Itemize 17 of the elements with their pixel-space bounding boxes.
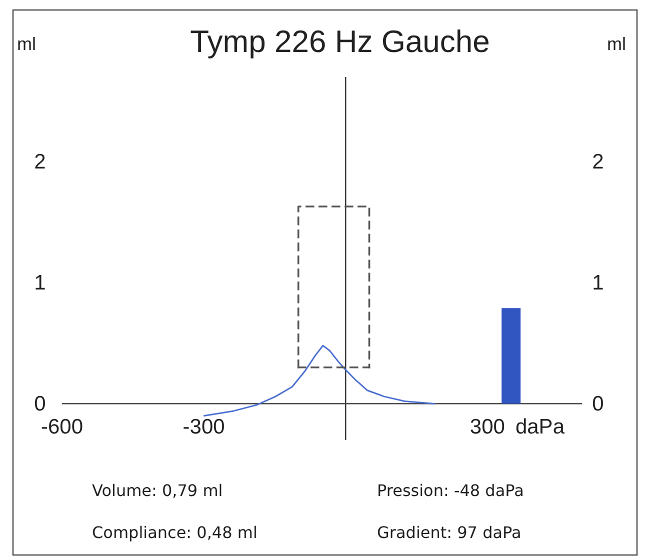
x-axis-title: daPa bbox=[515, 416, 565, 439]
y-axis-title: ml bbox=[17, 34, 36, 54]
y2-tick-label: 1 bbox=[592, 272, 604, 295]
text: Gradient: 97 daPa bbox=[377, 523, 522, 542]
y-tick-label: 0 bbox=[34, 392, 46, 416]
y2-tick-label: 0 bbox=[592, 392, 604, 416]
x-tick-label: -300 bbox=[182, 416, 225, 439]
y2-axis-title: ml bbox=[607, 34, 626, 54]
x-tick-label: -600 bbox=[40, 416, 84, 439]
y-tick-label: 1 bbox=[34, 272, 46, 295]
text: Compliance: 0,48 ml bbox=[92, 523, 258, 542]
chart-title: Tymp 226 Hz Gauche bbox=[190, 24, 490, 59]
y-tick-label: 2 bbox=[34, 150, 46, 174]
text: Pression: -48 daPa bbox=[377, 481, 524, 500]
x-tick-label: 300 bbox=[470, 416, 505, 439]
text: Volume: 0,79 ml bbox=[92, 481, 223, 500]
y2-tick-label: 2 bbox=[592, 150, 604, 174]
